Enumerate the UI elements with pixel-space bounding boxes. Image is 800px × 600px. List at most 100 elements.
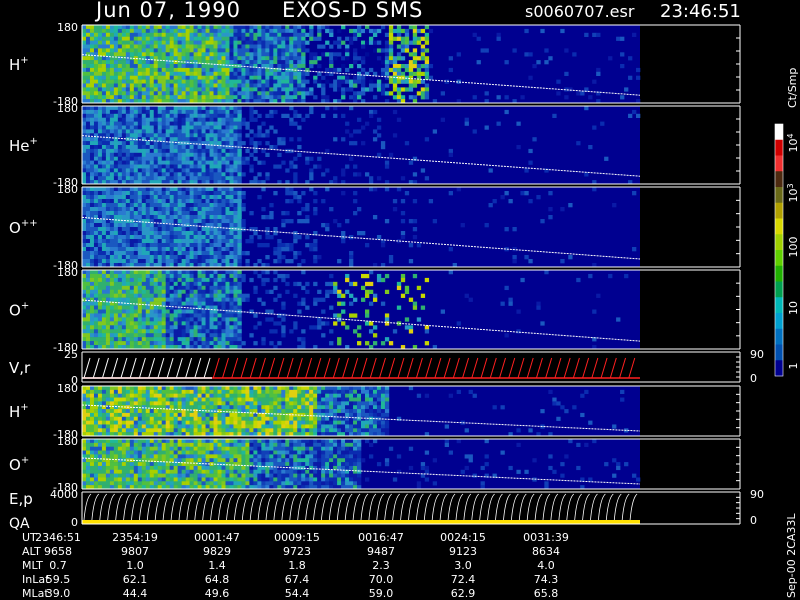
heatmap-cell [596,293,601,298]
heatmap-cell [241,25,246,30]
heatmap-cell [125,64,131,69]
heatmap-cell [209,219,214,224]
heatmap-cell [161,91,166,96]
heatmap-cell [125,40,131,45]
heatmap-cell [85,125,91,130]
heatmap-cell [209,281,214,287]
heatmap-cell [269,235,274,240]
heatmap-cell [209,36,214,41]
heatmap-cell [145,273,151,279]
heatmap-cell [173,215,178,220]
heatmap-cell [149,389,155,394]
heatmap-cell [181,247,186,252]
heatmap-cell [205,247,210,252]
heatmap-cell [133,113,139,118]
heatmap-cell [157,305,163,310]
heatmap-cell [301,301,306,306]
heatmap-cell [209,305,214,310]
heatmap-cell [297,83,302,88]
heatmap-cell [89,195,95,200]
heatmap-cell [173,160,178,165]
heatmap-cell [233,305,238,310]
velocity-vector [600,357,608,379]
heatmap-cell [137,321,143,326]
heatmap-cell [217,270,222,275]
heatmap-cell [420,48,426,53]
heatmap-cell [153,297,159,302]
heatmap-cell [277,52,282,57]
heatmap-cell [237,113,242,118]
heatmap-cell [189,113,194,118]
heatmap-cell [185,191,190,196]
heatmap-cell [404,79,410,84]
heatmap-cell [241,83,246,88]
heatmap-cell [145,36,151,41]
heatmap-cell [105,60,111,65]
heatmap-cell [93,420,99,425]
heatmap-cell [396,91,402,96]
heatmap-cell [137,109,143,115]
heatmap-cell [89,247,95,252]
heatmap-cell [221,129,226,134]
heatmap-cell [237,109,242,115]
heatmap-cell [181,277,186,283]
heatmap-cell [217,333,222,338]
heatmap-cell [141,156,147,161]
heatmap-cell [181,133,186,138]
heatmap-cell [277,28,282,34]
heatmap-cell [253,25,258,30]
heatmap-cell [404,64,410,69]
heatmap-cell [301,329,306,334]
heatmap-cell [217,345,222,350]
heatmap-cell [353,99,358,104]
heatmap-cell [253,40,258,45]
heatmap-cell [177,60,182,65]
heatmap-cell [229,285,234,291]
heatmap-cell [161,393,166,398]
heatmap-cell [233,247,238,252]
heatmap-cell [261,243,266,248]
heatmap-cell [289,28,294,34]
heatmap-cell [201,313,206,318]
heatmap-cell [193,293,198,298]
heatmap-cell [193,235,198,240]
heatmap-cell [105,199,111,204]
heatmap-cell [89,251,95,256]
heatmap-cell [185,341,190,346]
heatmap-cell [189,329,194,334]
heatmap-cell [157,191,163,196]
heatmap-cell [197,180,202,185]
heatmap-cell [249,99,254,104]
heatmap-cell [82,187,87,192]
heatmap-cell [516,145,521,150]
heatmap-cell [217,321,222,326]
heatmap-cell [185,255,190,260]
heatmap-cell [189,235,194,240]
heatmap-cell [265,28,270,34]
heatmap-cell [297,195,302,200]
heatmap-cell [253,83,258,88]
heatmap-cell [141,424,147,429]
heatmap-cell [380,60,386,65]
heatmap-cell [113,75,119,80]
heatmap-cell [153,412,159,418]
heatmap-cell [109,389,115,394]
heatmap-cell [197,87,202,92]
heatmap-cell [588,95,593,100]
heatmap-cell [145,420,151,425]
heatmap-cell [225,325,230,330]
heatmap-cell [201,91,206,96]
heatmap-cell [337,313,342,318]
heatmap-cell [301,32,306,37]
y-tick-top: 180 [57,102,78,115]
heatmap-cell [229,48,234,53]
heatmap-cell [145,285,151,291]
heatmap-cell [209,317,214,322]
heatmap-cell [209,333,214,338]
heatmap-cell [125,255,131,260]
heatmap-cell [213,67,218,73]
heatmap-cell [173,48,178,53]
heatmap-cell [165,141,170,146]
heatmap-cell [133,28,139,34]
heatmap-cell [225,215,230,220]
